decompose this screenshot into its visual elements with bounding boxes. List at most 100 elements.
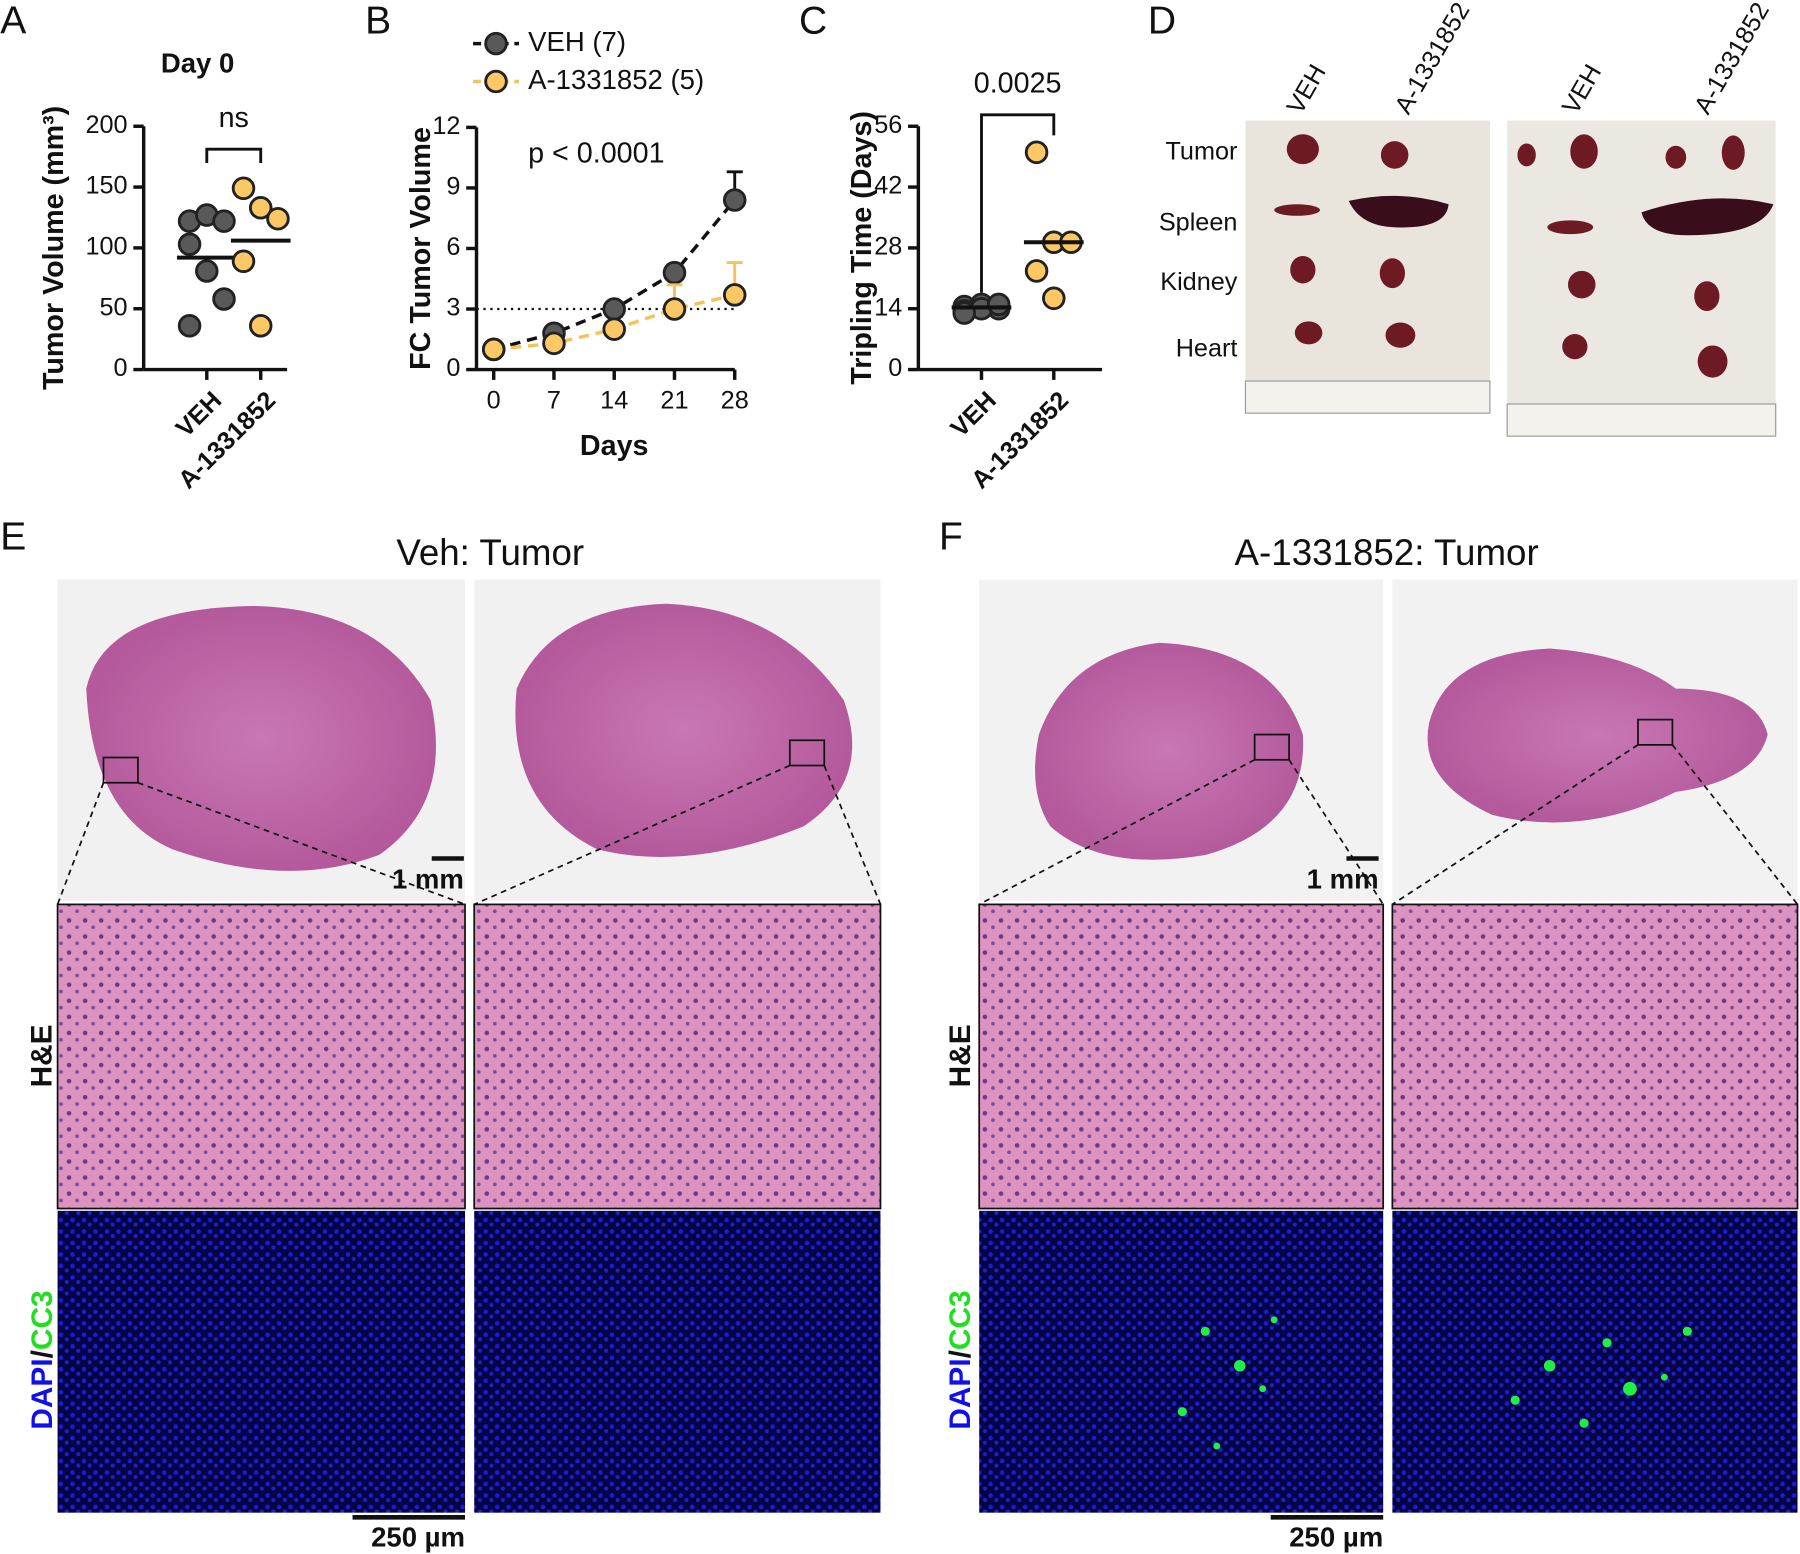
x-tick-label: 7 [547,386,561,414]
panel-letter: A [0,0,26,42]
point [248,195,273,220]
point [248,314,273,338]
y-tick-label: 200 [85,111,127,139]
row-label: DAPI/CC3 [944,1290,977,1429]
point [662,297,687,321]
y-tick-label: 28 [874,233,902,261]
cc3-label: CC3 [26,1290,59,1350]
ruler [1244,380,1491,414]
column-label: A-1331852 [1689,0,1775,119]
point [231,249,256,274]
panel-letter: F [939,516,963,559]
annotation: 0.0025 [974,68,1062,100]
row-label: H&E [944,1024,977,1087]
point [986,292,1011,317]
dapi-label: DAPI [26,1358,59,1429]
panel-letter: B [365,0,391,42]
chart-title: Day 0 [161,48,234,79]
point [266,206,290,231]
y-tick-label: 100 [85,233,127,261]
scale-label: 250 µm [1289,1521,1383,1552]
y-tick-label: 6 [446,233,460,261]
y-tick-label: 0 [446,354,460,382]
panel-letter: D [1148,0,1176,42]
column-label: VEH [1557,60,1607,119]
point [722,283,747,307]
x-tick-label: 14 [600,386,628,414]
cc3-label: CC3 [944,1290,977,1350]
y-axis-label: Tumor Volume (mm³) [38,106,70,390]
panel-title: Veh: Tumor [396,532,584,573]
y-axis-label: FC Tumor Volume [405,127,437,370]
row-label: Kidney [1160,268,1238,296]
point [231,176,256,201]
scale-label: 1 mm [392,864,464,895]
point [722,188,747,212]
column-label: A-1331852 [1389,0,1475,119]
point [602,317,626,341]
point [542,331,566,356]
column-label: VEH [1282,60,1332,119]
x-tick-label: 28 [721,386,749,414]
photo [1245,120,1490,414]
scale-bars: 1 mm 1 mm 250 µm 250 µm [352,856,1383,1552]
row-label: Heart [1176,335,1238,363]
y-axis-label: Tripling Time (Days) [846,111,878,385]
bracket [205,147,263,163]
point [1024,140,1049,165]
point [481,337,506,362]
row-labels: H&E H&E DAPI/CC3 DAPI/CC3 [26,1024,977,1429]
x-tick-label: 0 [487,386,501,414]
row-label: H&E [26,1024,59,1087]
y-tick-label: 150 [85,172,127,200]
overview-images [56,579,1799,906]
point [1024,259,1049,283]
annotation: p < 0.0001 [528,138,664,170]
x-tick-label: 21 [660,386,688,414]
bracket [980,113,1056,293]
panel-letter: E [0,516,26,559]
legend-marker [484,31,508,56]
dapi-label: DAPI [944,1358,977,1429]
row-label: Tumor [1165,137,1237,165]
y-tick-label: 9 [446,173,460,201]
x-tick-label: VEH [945,386,1001,442]
histology: Veh: Tumor A-1331852: Tumor [26,532,1799,1552]
point [212,287,236,311]
point [1042,286,1066,311]
organs [1274,134,1774,378]
legend-label: VEH (7) [528,26,626,57]
photo [1507,120,1776,437]
annotation: ns [219,102,249,134]
point [177,232,202,257]
separator: / [944,1350,977,1358]
y-tick-label: 14 [874,293,902,321]
y-tick-label: 50 [100,293,128,321]
y-tick-label: 0 [888,354,902,382]
panel-letter: C [799,0,827,42]
scale-label: 250 µm [371,1521,465,1552]
panel-title: A-1331852: Tumor [1235,532,1539,573]
point [662,260,687,285]
organ-photos: VEH A-1331852 VEH A-1331852 Tumor Spleen… [1159,0,1777,437]
point [177,314,202,338]
legend-label: A-1331852 (5) [528,64,704,95]
separator: / [26,1350,59,1358]
row-label: DAPI/CC3 [26,1290,59,1429]
y-tick-label: 12 [432,112,460,140]
y-tick-label: 3 [446,294,460,322]
scale-label: 1 mm [1307,864,1379,895]
if-images [57,1210,1798,1513]
point [195,259,219,283]
he-images [56,903,1799,1210]
legend-marker [484,69,508,94]
ruler [1506,403,1777,437]
point [212,209,236,233]
y-tick-label: 56 [874,111,902,139]
point [602,297,626,321]
row-label: Spleen [1159,208,1238,236]
x-axis-label: Days [580,430,649,462]
y-tick-label: 42 [874,172,902,200]
panel-letters: A B C D E F [0,0,1176,559]
